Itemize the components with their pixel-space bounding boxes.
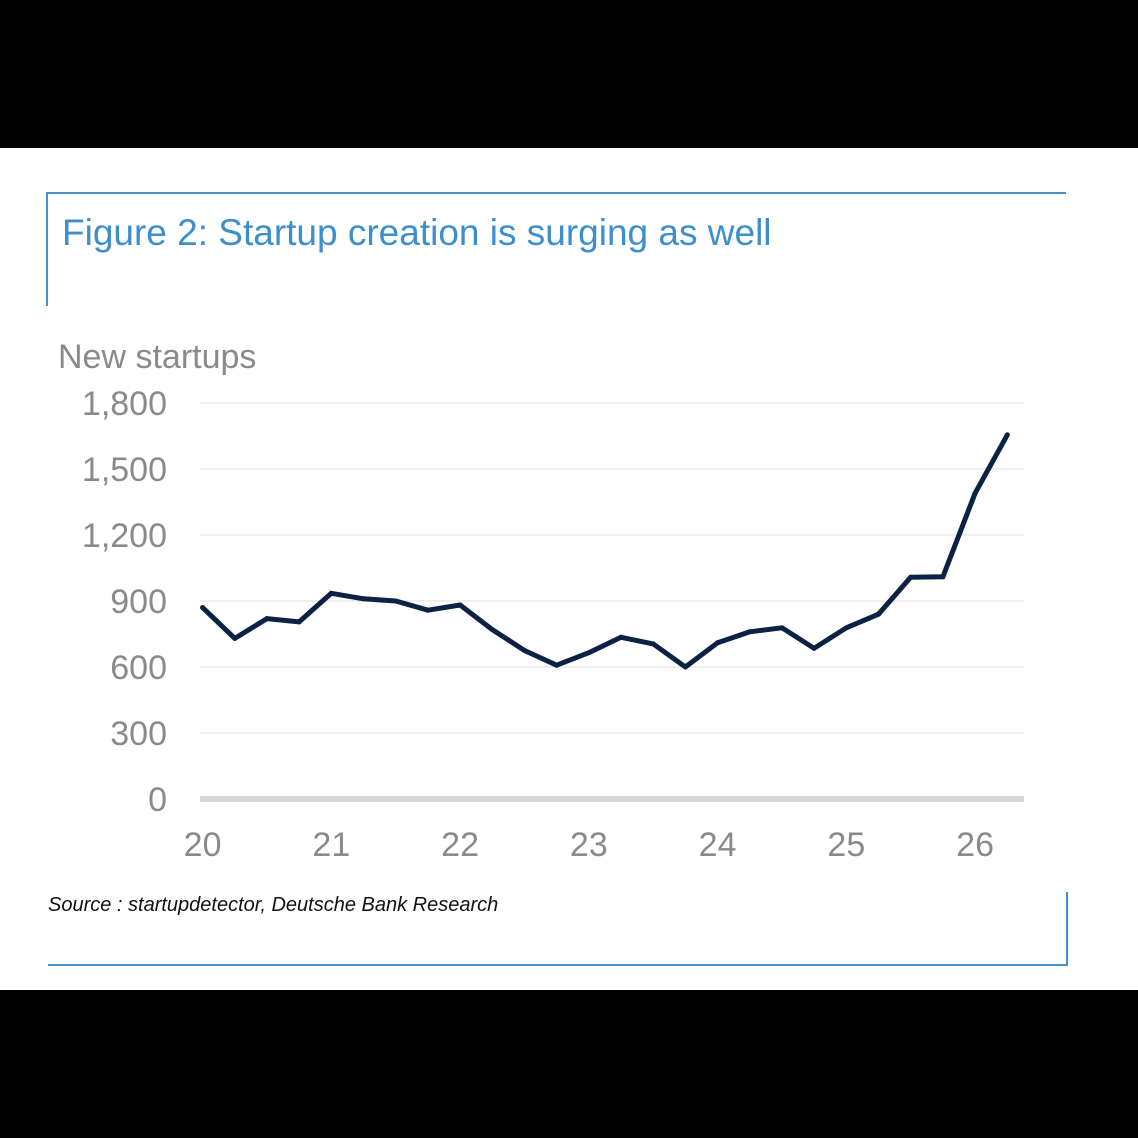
data-point — [747, 629, 753, 635]
data-point — [1004, 432, 1010, 438]
data-point — [618, 634, 624, 640]
y-tick-labels: 0 300 600 900 1,200 1,500 1,800 — [82, 385, 167, 819]
data-point — [554, 662, 560, 668]
y-tick-label: 0 — [148, 781, 167, 819]
x-tick-label: 26 — [956, 826, 994, 864]
y-tick-label: 300 — [110, 715, 167, 753]
frame-right-border — [1066, 892, 1068, 966]
data-point — [876, 611, 882, 617]
series-layer — [200, 432, 1010, 670]
data-point — [843, 625, 849, 631]
data-point — [682, 664, 688, 670]
x-tick-label: 24 — [699, 826, 737, 864]
data-point — [264, 616, 270, 622]
data-point — [328, 590, 334, 596]
data-point — [972, 490, 978, 496]
data-point — [908, 574, 914, 580]
y-tick-label: 1,500 — [82, 451, 167, 489]
x-tick-label: 22 — [441, 826, 479, 864]
data-point — [232, 635, 238, 641]
frame-left-border — [46, 192, 48, 306]
data-point — [489, 627, 495, 633]
x-tick-label: 25 — [827, 826, 865, 864]
data-point — [650, 641, 656, 647]
data-point — [521, 648, 527, 653]
data-point — [393, 598, 399, 604]
data-point — [940, 574, 946, 580]
data-point — [715, 640, 721, 646]
line-chart: 0 300 600 900 1,200 1,500 1,800 20 21 22 23 24 25 26 — [82, 385, 1024, 864]
y-tick-label: 1,200 — [82, 517, 167, 555]
data-point — [811, 645, 817, 651]
chart-card: Figure 2: Startup creation is surging as… — [0, 148, 1138, 990]
frame-bottom-border — [48, 964, 1068, 966]
x-tick-labels: 20 21 22 23 24 25 26 — [184, 826, 994, 864]
frame-top-border — [46, 192, 1066, 194]
x-tick-label: 20 — [184, 826, 222, 864]
chart-title: Figure 2: Startup creation is surging as… — [62, 212, 772, 253]
series-line — [200, 432, 1010, 670]
data-point — [296, 619, 302, 625]
source-note: Source : startupdetector, Deutsche Bank … — [48, 894, 499, 916]
data-point — [457, 602, 463, 608]
y-axis-label: New startups — [58, 338, 257, 376]
y-tick-label: 900 — [110, 583, 167, 621]
data-point — [425, 607, 431, 613]
y-tick-label: 600 — [110, 649, 167, 687]
data-point — [779, 625, 785, 631]
data-point — [361, 596, 367, 602]
y-tick-label: 1,800 — [82, 385, 167, 423]
data-point — [586, 650, 592, 656]
gridlines — [200, 402, 1024, 802]
x-tick-label: 23 — [570, 826, 608, 864]
x-tick-label: 21 — [312, 826, 350, 864]
data-point — [200, 605, 206, 611]
